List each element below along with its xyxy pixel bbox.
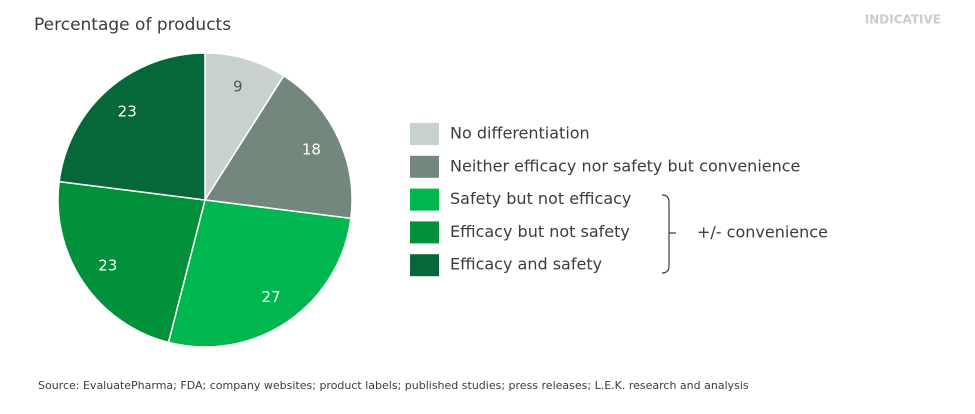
data-label: 18 <box>302 140 321 158</box>
pie-slice <box>203 74 353 220</box>
legend-swatch <box>410 254 439 277</box>
legend-swatch <box>410 221 439 244</box>
data-label: 9 <box>233 78 243 96</box>
source: Source: EvaluatePharma; FDA; company web… <box>38 379 749 392</box>
pie-slice <box>57 180 206 344</box>
legend-swatch <box>410 123 439 145</box>
pie-slice <box>204 52 285 203</box>
data-label: 23 <box>98 257 117 275</box>
legend-label: Safety but not efficacy <box>450 189 631 208</box>
legend-label: No differentiation <box>450 124 590 143</box>
chart-title: Percentage of products <box>34 15 231 35</box>
pie-slice <box>58 52 206 201</box>
legend-swatch <box>410 155 439 178</box>
legend-swatch <box>410 188 439 211</box>
legend-label: Efficacy but not safety <box>450 222 630 241</box>
badge: INDICATIVE <box>865 13 941 27</box>
data-label: 27 <box>262 288 281 306</box>
bracket <box>661 194 676 274</box>
group-label: +/- convenience <box>697 223 828 242</box>
pie-slice <box>167 199 352 348</box>
legend-label: Neither efficacy nor safety but convenie… <box>450 156 800 175</box>
legend-label: Efficacy and safety <box>450 255 602 274</box>
data-label: 23 <box>118 102 137 120</box>
